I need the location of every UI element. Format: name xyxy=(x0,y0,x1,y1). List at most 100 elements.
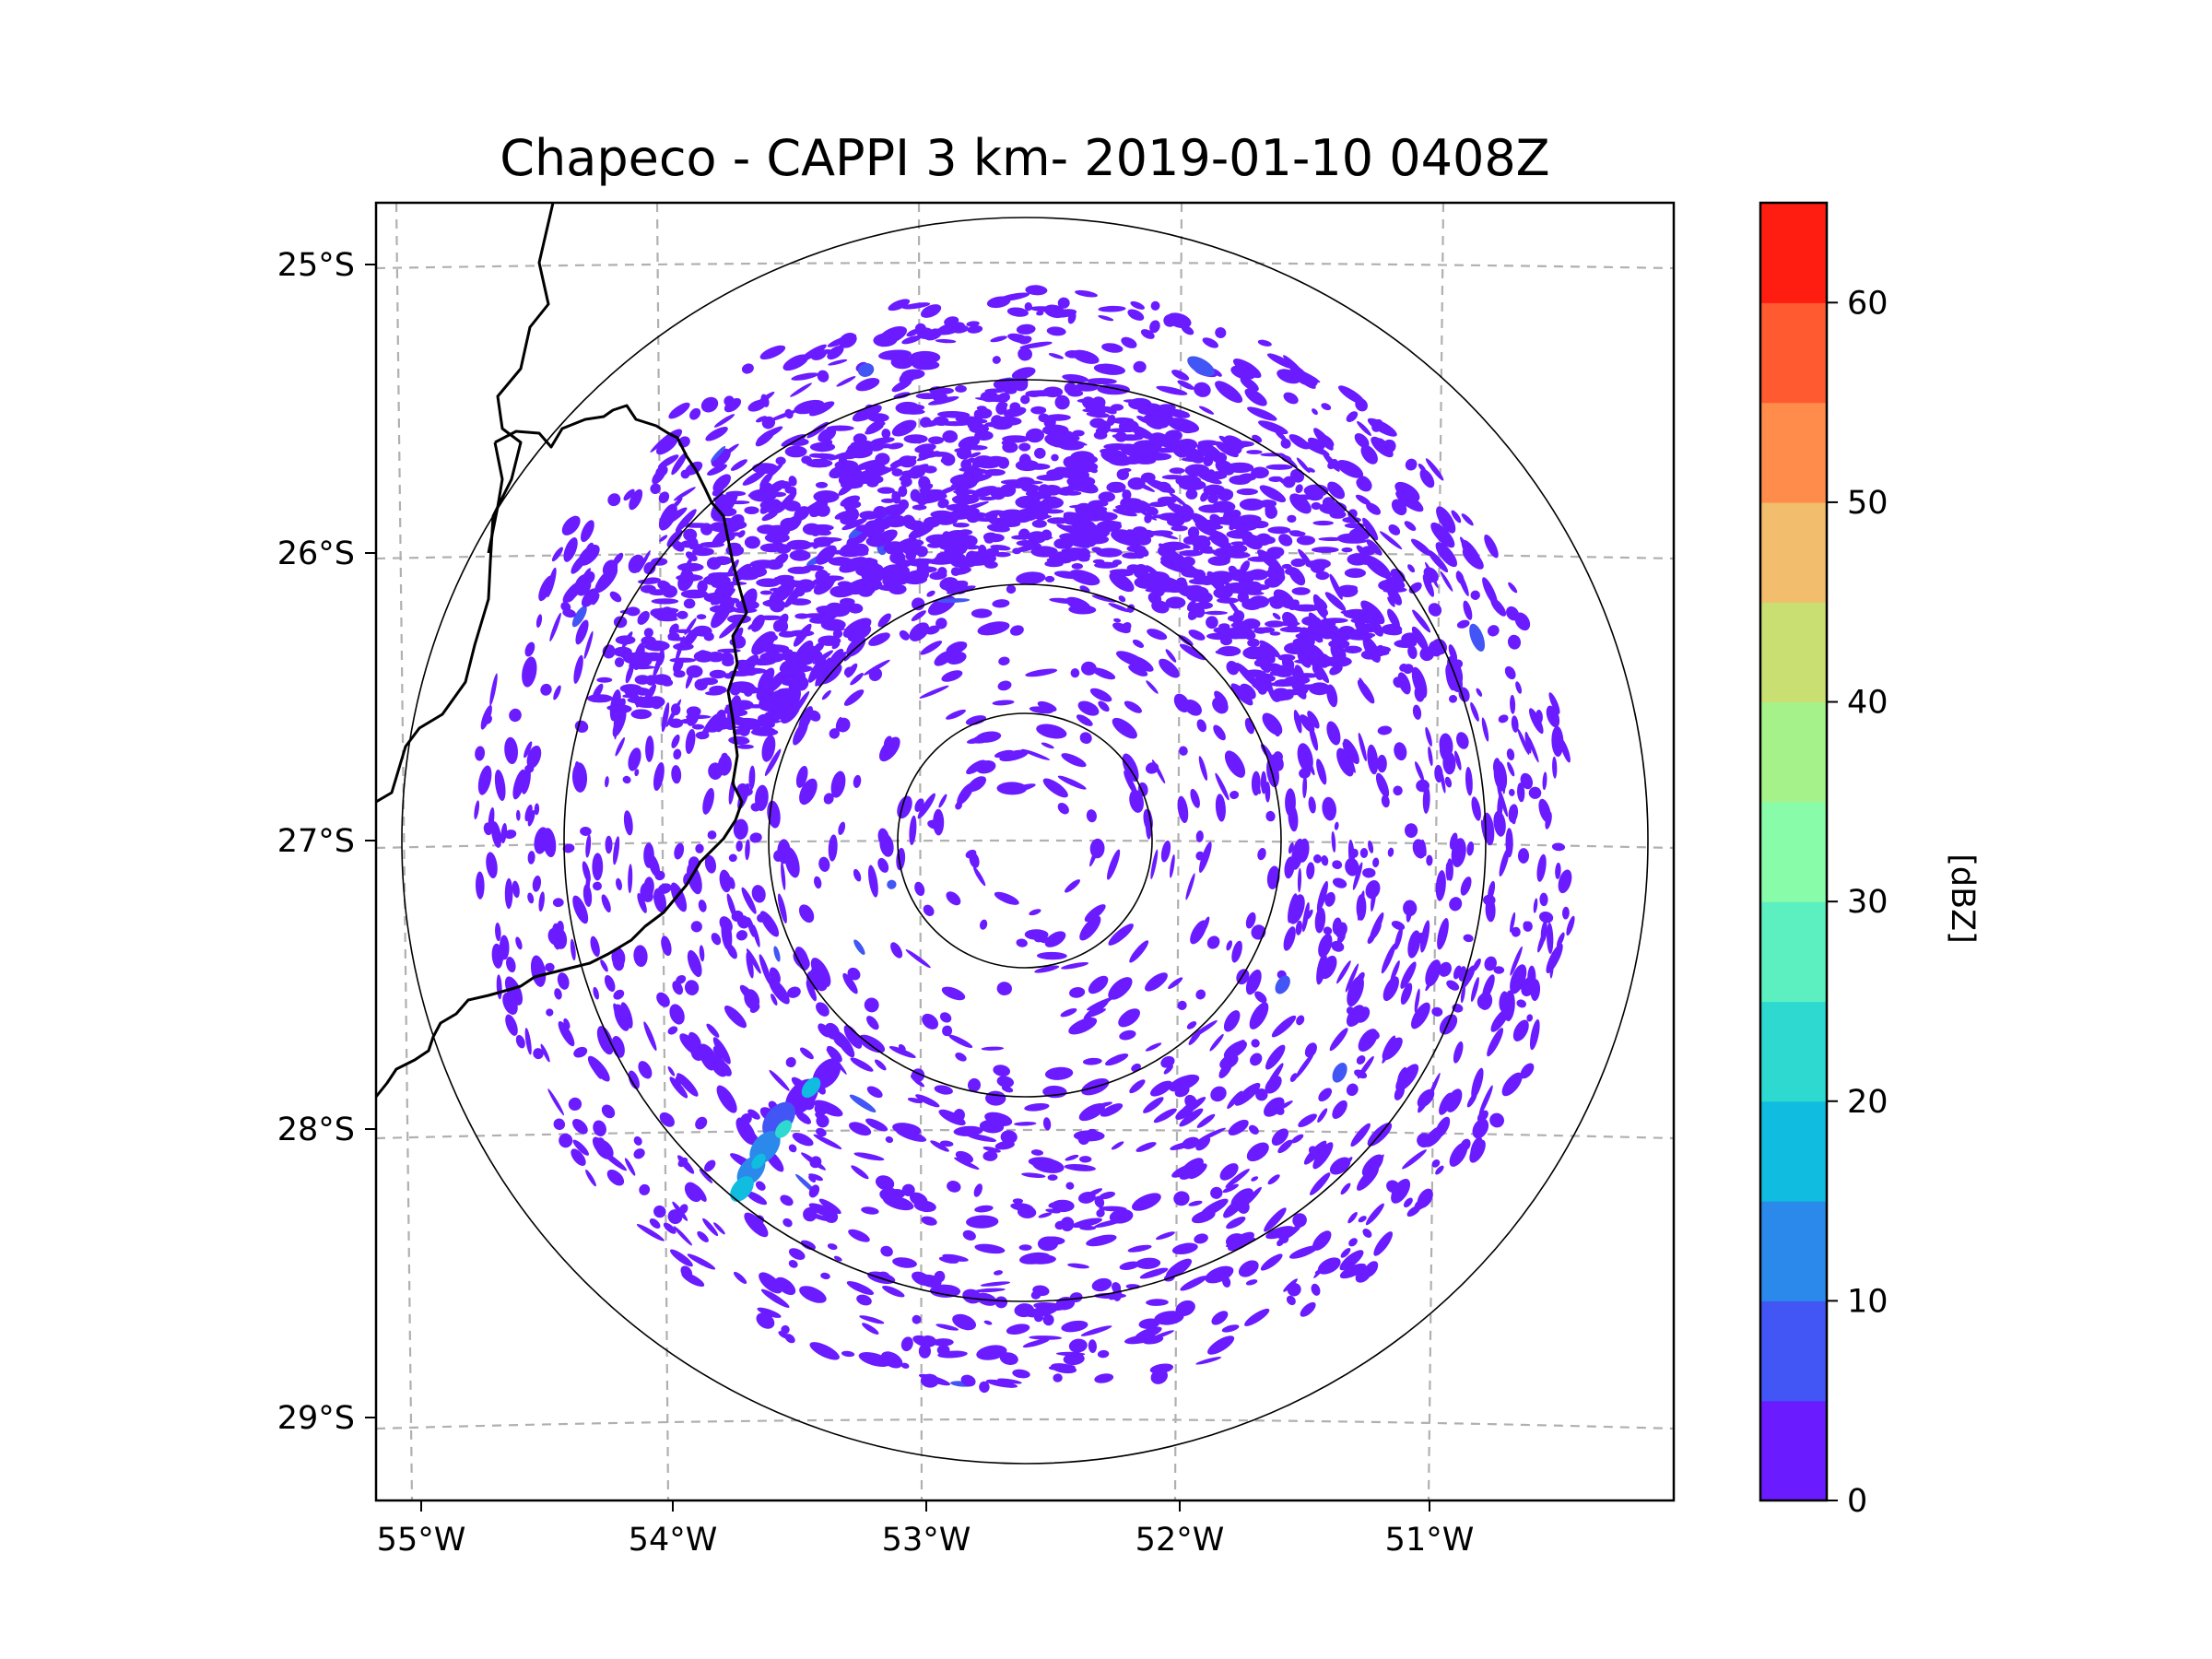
echo-speckle xyxy=(1412,1009,1422,1023)
echo-speckle xyxy=(1073,516,1097,522)
echo-speckle xyxy=(715,1059,732,1077)
echo-speckle xyxy=(1344,1157,1353,1166)
echo-speckle xyxy=(1316,880,1328,912)
echo-speckle xyxy=(1314,1262,1339,1274)
echo-speckle xyxy=(974,1205,994,1213)
echo-speckle xyxy=(1243,571,1265,579)
echo-speckle xyxy=(1400,982,1413,1006)
echo-speckle xyxy=(728,597,740,604)
echo-speckle xyxy=(1067,389,1084,397)
echo-speckle xyxy=(996,982,1012,996)
echo-speckle xyxy=(1064,1163,1096,1171)
echo-speckle xyxy=(1203,454,1214,467)
echo-speckle xyxy=(653,761,665,792)
echo-speckle xyxy=(799,778,818,806)
echo-speckle xyxy=(666,529,683,547)
echo-speckle xyxy=(712,474,731,492)
echo-speckle xyxy=(777,893,787,924)
echo-speckle xyxy=(712,1045,724,1059)
echo-speckle xyxy=(1264,1097,1285,1117)
echo-speckle xyxy=(841,1350,855,1358)
echo-speckle xyxy=(1412,839,1427,859)
echo-speckle xyxy=(1520,1063,1535,1079)
echo-speckle xyxy=(966,321,980,327)
echo-speckle xyxy=(994,891,1019,905)
echo-speckle xyxy=(857,363,875,377)
echo-speckle xyxy=(1331,940,1345,952)
echo-speckle xyxy=(1147,629,1168,641)
echo-speckle xyxy=(816,1002,830,1017)
echo-speckle xyxy=(1296,535,1315,546)
echo-speckle xyxy=(1265,1076,1282,1094)
echo-speckle xyxy=(1084,1008,1107,1018)
echo-speckle xyxy=(1311,1283,1321,1296)
echo-speckle xyxy=(1156,1231,1175,1241)
echo-speckle xyxy=(1431,1159,1441,1168)
echo-speckle xyxy=(1357,557,1375,565)
echo-speckle xyxy=(1146,410,1172,416)
echo-speckle xyxy=(1196,1113,1216,1128)
echo-speckle xyxy=(1493,966,1505,974)
echo-speckle xyxy=(1332,1100,1347,1119)
echo-speckle xyxy=(937,567,947,577)
echo-speckle xyxy=(676,574,703,582)
echo-speckle xyxy=(1394,1085,1406,1100)
echo-speckle xyxy=(1431,1006,1443,1017)
echo-speckle xyxy=(1068,1338,1088,1353)
echo-speckle xyxy=(1391,499,1407,516)
echo-speckle xyxy=(663,1222,677,1234)
echo-speckle xyxy=(648,853,661,877)
echo-speckle xyxy=(746,948,761,974)
echo-speckle xyxy=(1051,1199,1075,1213)
echo-speckle xyxy=(1548,692,1560,714)
echo-speckle xyxy=(815,1112,826,1123)
echo-speckle xyxy=(614,657,625,667)
parallel-line xyxy=(376,550,1674,560)
echo-speckle xyxy=(1048,353,1064,359)
echo-speckle xyxy=(988,510,1006,516)
echo-speckle xyxy=(1440,571,1453,592)
echo-speckle xyxy=(1205,471,1227,480)
echo-speckle xyxy=(639,1183,651,1195)
echo-speckle xyxy=(1057,775,1087,790)
echo-speckle xyxy=(1160,1055,1175,1068)
echo-speckle xyxy=(817,370,830,382)
echo-speckle xyxy=(1212,452,1228,464)
echo-speckle xyxy=(880,498,896,503)
echo-speckle xyxy=(737,572,759,581)
echo-speckle xyxy=(1012,1369,1030,1379)
echo-speckle xyxy=(571,1148,586,1166)
echo-speckle xyxy=(764,711,782,719)
echo-speckle xyxy=(941,453,956,466)
echo-speckle xyxy=(1019,341,1053,349)
echo-speckle xyxy=(1073,520,1092,524)
echo-speckle xyxy=(942,429,958,443)
echo-speckle xyxy=(1014,1122,1037,1126)
echo-speckle xyxy=(923,465,937,474)
echo-speckle xyxy=(1027,531,1047,544)
echo-speckle xyxy=(952,523,970,528)
echo-speckle xyxy=(1163,582,1186,594)
echo-speckle xyxy=(1365,633,1376,638)
echo-speckle xyxy=(1501,1072,1523,1097)
echo-speckle xyxy=(1077,398,1103,404)
echo-speckle xyxy=(914,323,926,335)
echo-speckle xyxy=(1510,946,1523,976)
echo-speckle xyxy=(1193,535,1210,547)
echo-speckle xyxy=(515,1034,525,1049)
echo-speckle xyxy=(606,704,631,712)
echo-speckle xyxy=(1092,559,1105,564)
echo-speckle xyxy=(1018,442,1031,452)
echo-speckle xyxy=(836,376,856,387)
echo-speckle xyxy=(1362,1229,1372,1238)
echo-speckle xyxy=(1487,625,1500,637)
echo-speckle xyxy=(654,607,679,614)
echo-speckle xyxy=(873,517,886,528)
echo-speckle xyxy=(1296,457,1311,474)
echo-speckle xyxy=(1041,415,1062,421)
echo-speckle xyxy=(888,1046,916,1058)
echo-speckle xyxy=(609,591,622,603)
echo-speckle xyxy=(593,986,599,1000)
echo-speckle xyxy=(759,345,786,360)
echo-speckle xyxy=(991,394,1007,403)
